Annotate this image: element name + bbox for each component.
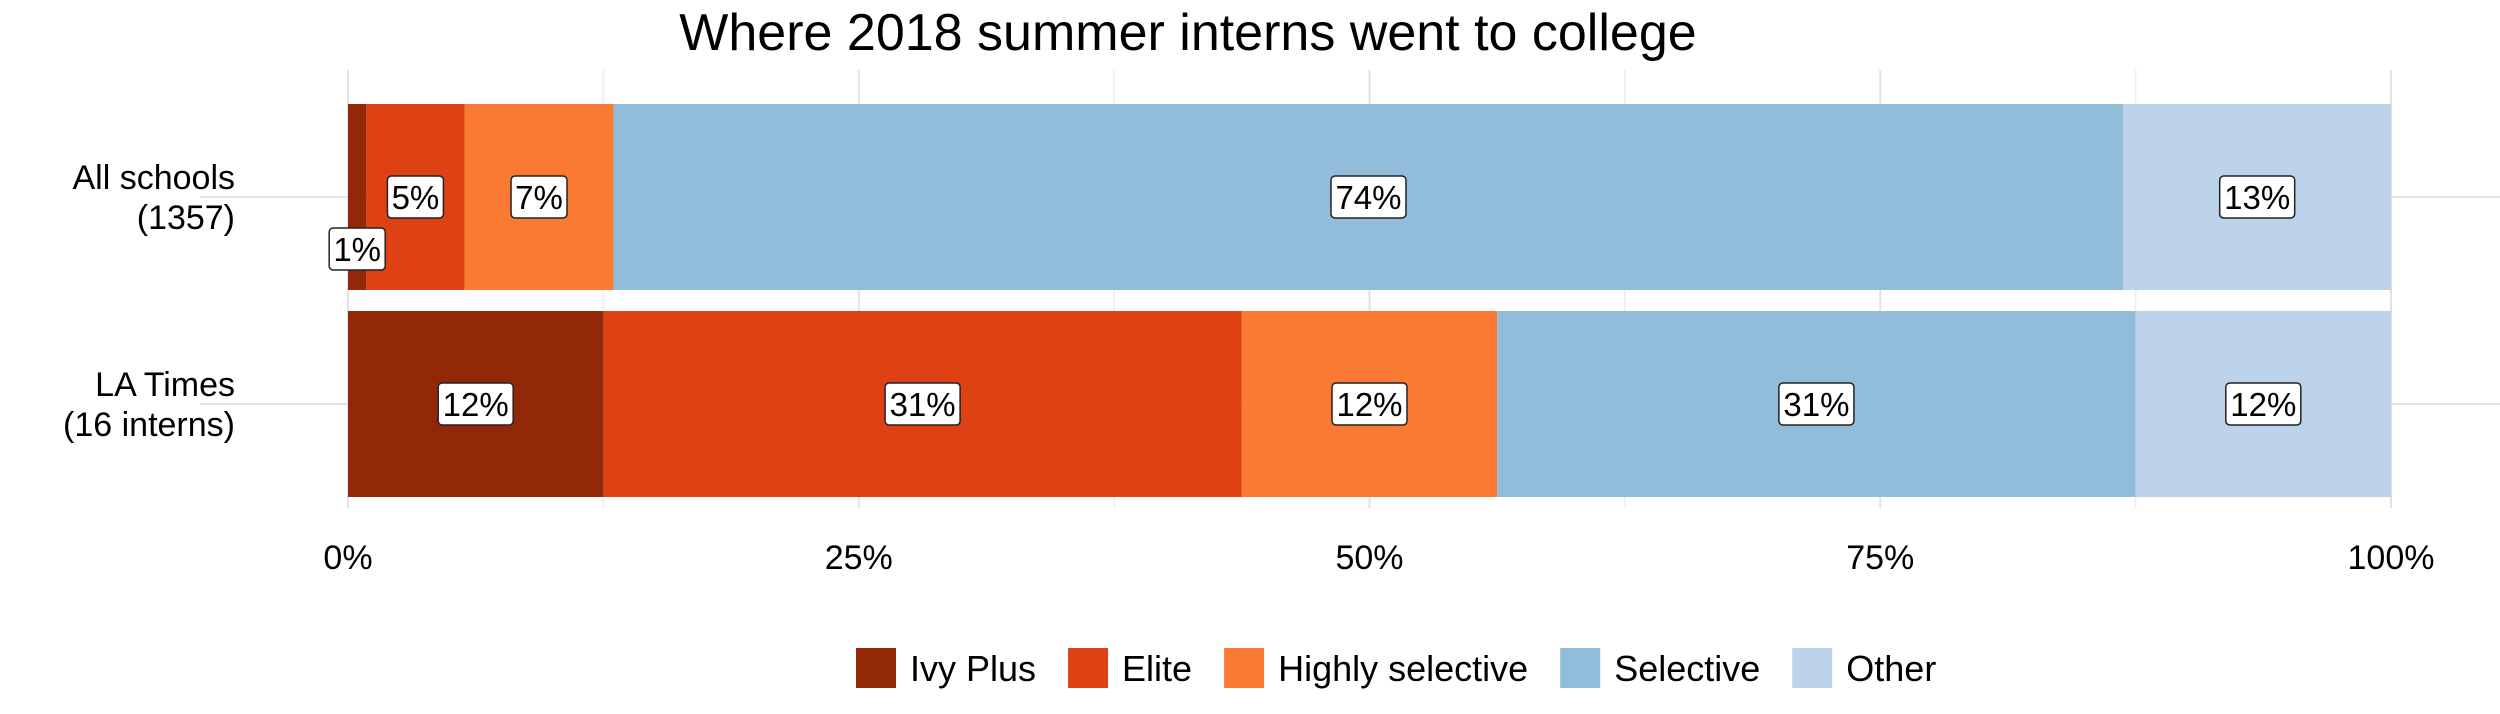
- x-tick-label: 75%: [1846, 539, 1914, 577]
- x-tick-label: 100%: [2348, 539, 2435, 577]
- data-label: 7%: [510, 175, 568, 219]
- data-label: 12%: [2225, 382, 2302, 426]
- data-label: 31%: [1778, 382, 1855, 426]
- x-tick-label: 25%: [825, 539, 893, 577]
- data-label-box: [2218, 175, 2296, 219]
- category-label: (16 interns): [63, 406, 235, 444]
- category-label: All schools: [72, 159, 235, 197]
- data-label-box: [1331, 382, 1408, 426]
- data-label-text: 12%: [2230, 386, 2296, 423]
- data-label-box: [328, 227, 386, 271]
- data-label-text: 74%: [1335, 179, 1401, 216]
- data-label-text: 1%: [333, 231, 381, 268]
- legend-item: Highly selective: [1224, 648, 1528, 689]
- legend-item: Ivy Plus: [856, 648, 1036, 689]
- legend-label: Elite: [1122, 648, 1192, 689]
- data-label-box: [510, 175, 568, 219]
- data-label: 31%: [884, 382, 961, 426]
- legend-item: Selective: [1560, 648, 1760, 689]
- data-label: 1%: [328, 227, 386, 271]
- data-label-box: [2225, 382, 2302, 426]
- legend-item: Elite: [1068, 648, 1192, 689]
- x-axis-ticks: 0% 25% 50% 75% 100%: [323, 539, 2434, 577]
- legend-swatch: [856, 648, 896, 688]
- legend: Ivy Plus Elite Highly selective Selective Ot…: [856, 648, 1936, 689]
- data-label-text: 31%: [1783, 386, 1849, 423]
- legend-swatch: [1068, 648, 1109, 688]
- data-label-box: [437, 382, 514, 426]
- data-label-box: [884, 382, 961, 426]
- data-label-text: 31%: [890, 386, 956, 423]
- data-label: 12%: [1331, 382, 1408, 426]
- legend-label: Selective: [1614, 648, 1760, 689]
- data-label: 12%: [437, 382, 514, 426]
- data-label-box: [1778, 382, 1855, 426]
- data-label: 13%: [2218, 175, 2296, 219]
- category-labels: All schools(1357) LA Times(16 interns): [63, 159, 235, 444]
- data-label-text: 12%: [443, 386, 509, 423]
- legend-label: Ivy Plus: [910, 648, 1036, 689]
- category-label: (1357): [137, 199, 235, 237]
- data-label-text: 5%: [392, 179, 440, 216]
- data-label-text: 13%: [2224, 179, 2290, 216]
- legend-swatch: [1792, 648, 1833, 688]
- legend-swatch: [1560, 648, 1601, 688]
- category-label: LA Times: [95, 366, 235, 404]
- legend-swatch: [1224, 648, 1265, 688]
- data-label-text: 7%: [515, 179, 563, 216]
- legend-item: Other: [1792, 648, 1936, 689]
- data-label: 74%: [1330, 175, 1407, 219]
- data-label: 5%: [386, 175, 445, 219]
- x-tick-label: 50%: [1335, 539, 1403, 577]
- legend-label: Other: [1846, 648, 1936, 689]
- data-label-box: [386, 175, 445, 219]
- data-label-text: 12%: [1336, 386, 1402, 423]
- data-label-box: [1330, 175, 1407, 219]
- chart-title: Where 2018 summer interns went to colleg…: [679, 4, 1696, 62]
- bars: 1% 5% 7% 74% 13% 12% 31% 12% 31% 12%: [328, 104, 2391, 497]
- legend-label: Highly selective: [1278, 648, 1528, 689]
- x-tick-label: 0%: [323, 539, 372, 577]
